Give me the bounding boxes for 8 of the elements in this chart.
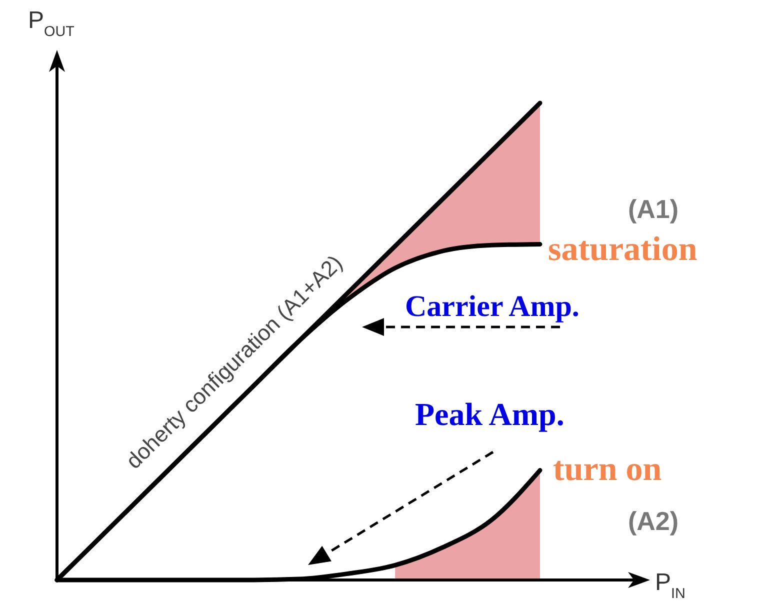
y-axis-title: P$_{OUT}$: [28, 7, 75, 40]
annotation: saturation: [548, 231, 698, 268]
x-axis-title: P$_{IN}$: [655, 569, 686, 602]
legend-label: Carrier Amp.: [405, 290, 580, 323]
annotation: turn on: [553, 451, 662, 488]
text: (A1): [628, 194, 679, 224]
series-label: Peak Amp.: [415, 396, 564, 432]
text: (A2): [628, 506, 679, 536]
